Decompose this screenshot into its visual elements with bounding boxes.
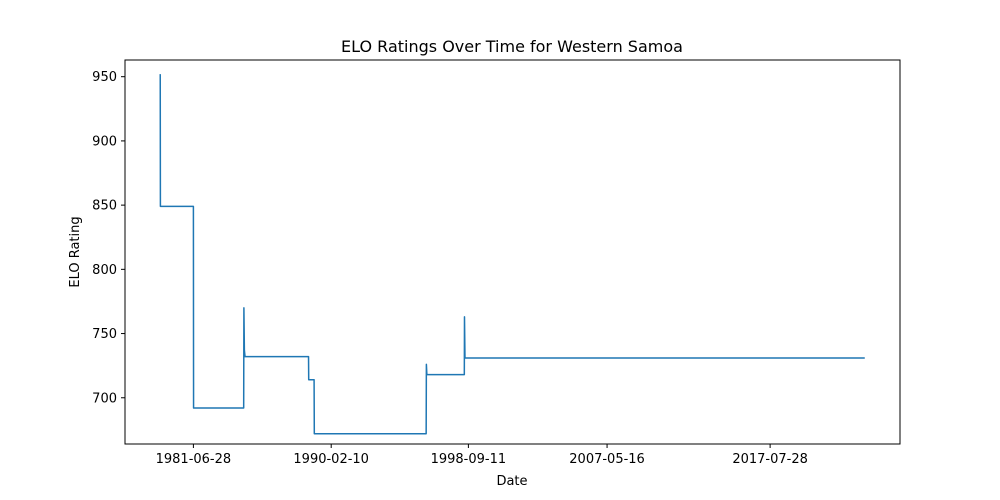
y-tick-label: 950 — [92, 70, 117, 85]
plot-area — [159, 74, 865, 435]
x-axis-label: Date — [496, 474, 527, 489]
y-tick-label: 900 — [92, 134, 117, 149]
x-tick-label: 2007-05-16 — [569, 452, 645, 467]
x-tick-label: 2017-07-28 — [732, 452, 808, 467]
x-axis: 1981-06-28 1990-02-10 1998-09-11 2007-05-16… — [156, 444, 808, 467]
x-tick-label: 1981-06-28 — [156, 452, 232, 467]
series-line — [159, 74, 865, 435]
y-axis-label: ELO Rating — [68, 216, 83, 287]
y-axis: 700 750 800 850 900 950 — [92, 70, 125, 406]
chart-title: ELO Ratings Over Time for Western Samoa — [341, 37, 683, 56]
y-tick-label: 800 — [92, 263, 117, 278]
x-tick-label: 1998-09-11 — [431, 452, 507, 467]
x-tick-label: 1990-02-10 — [293, 452, 369, 467]
y-tick-label: 750 — [92, 327, 117, 342]
y-tick-label: 700 — [92, 391, 117, 406]
plot-frame — [124, 59, 901, 445]
y-tick-label: 850 — [92, 199, 117, 214]
